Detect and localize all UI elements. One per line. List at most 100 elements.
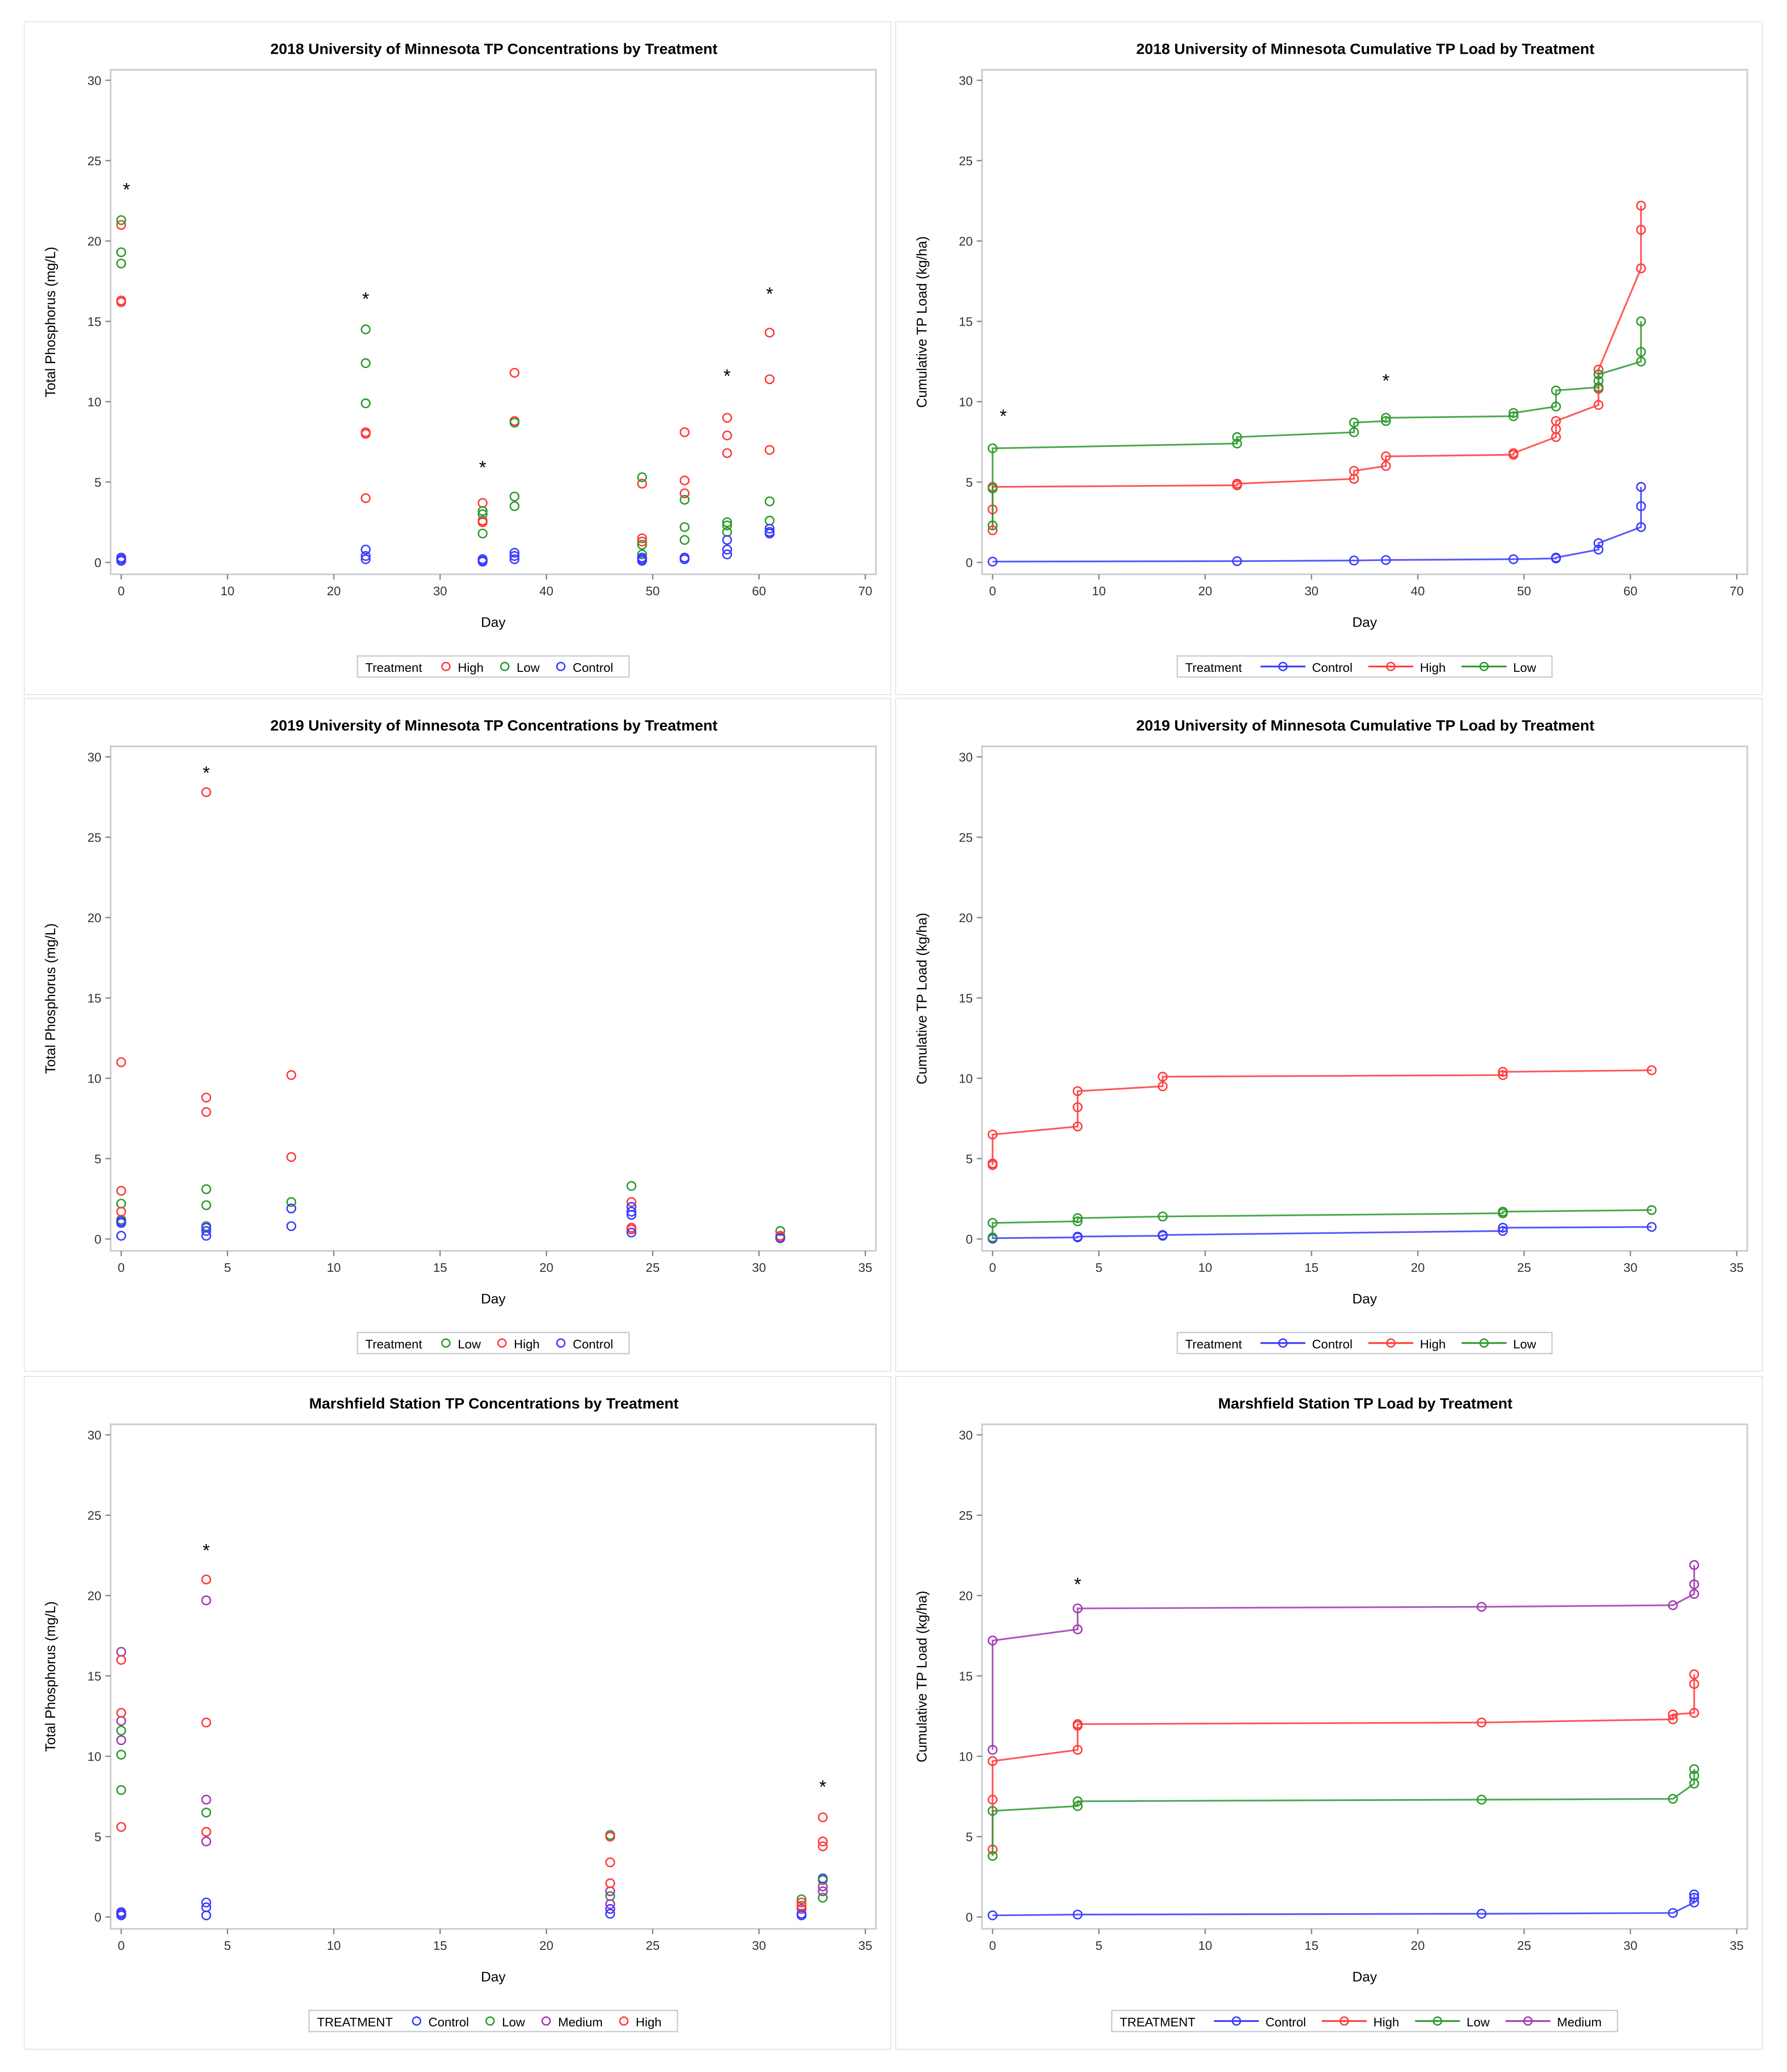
data-point-low [987, 1806, 998, 1816]
legend-marker-icon [1278, 661, 1288, 671]
data-point-high [626, 1224, 637, 1235]
data-point-medium [201, 1836, 212, 1847]
x-tick-label: 25 [646, 1938, 659, 1953]
x-axis-label: Day [481, 1970, 506, 1985]
data-point-low [722, 527, 732, 537]
y-tick-label: 15 [87, 315, 101, 329]
data-point-high [605, 1857, 615, 1868]
data-point-low [116, 258, 126, 269]
data-point-low [286, 1197, 297, 1207]
legend-marker-icon [1386, 1338, 1396, 1348]
legend-marker-icon [556, 661, 566, 671]
y-tick-label: 30 [959, 74, 973, 88]
x-tick-label: 5 [224, 1938, 231, 1953]
chart-svg: Marshfield Station TP Concentrations by … [43, 1395, 877, 2033]
series-line-control [992, 1226, 1652, 1239]
data-point-high [1689, 1669, 1700, 1679]
data-point-low [1551, 401, 1561, 412]
data-point-control [509, 551, 520, 561]
legend-label: Control [573, 1337, 613, 1351]
data-point-control [1477, 1908, 1487, 1919]
data-point-high [987, 1794, 998, 1805]
data-point-control [764, 523, 775, 534]
y-axis-label: Cumulative TP Load (kg/ha) [915, 1591, 930, 1762]
legend-item-low: Low [1461, 1337, 1536, 1351]
legend-item-low: Low [485, 2015, 525, 2029]
chart-title: 2018 University of Minnesota Cumulative … [1136, 40, 1594, 58]
legend-item-low: Low [1415, 2015, 1490, 2029]
data-point-low [1158, 1211, 1168, 1222]
data-point-low [987, 1851, 998, 1861]
data-point-low [1497, 1207, 1508, 1217]
y-tick-label: 5 [95, 475, 102, 490]
series-control [987, 482, 1646, 567]
x-tick-label: 5 [224, 1260, 231, 1275]
series-line-control [992, 487, 1642, 563]
legend-label: Control [428, 2015, 469, 2029]
x-tick-label: 10 [1198, 1260, 1212, 1275]
x-tick-label: 10 [327, 1938, 340, 1953]
data-point-high [987, 525, 998, 535]
legend-item-high: High [441, 660, 483, 675]
legend-marker-icon [1339, 2016, 1349, 2026]
y-tick-label: 0 [95, 1232, 102, 1247]
series-control [116, 523, 775, 567]
data-point-low [116, 1725, 126, 1736]
data-point-low [509, 417, 520, 428]
data-point-low [637, 540, 647, 550]
x-tick-label: 20 [540, 1938, 553, 1953]
x-axis-label: Day [1352, 1970, 1377, 1985]
legend-marker-icon [1523, 2016, 1533, 2026]
data-point-low [1477, 1794, 1487, 1805]
y-tick-label: 5 [966, 475, 973, 490]
data-point-medium [116, 1735, 126, 1745]
x-tick-label: 0 [118, 1938, 125, 1953]
data-point-low [1072, 1801, 1083, 1811]
data-point-high [796, 1900, 807, 1911]
legend-marker-icon [1386, 661, 1396, 671]
data-point-low [360, 358, 371, 368]
x-tick-label: 0 [989, 1938, 996, 1953]
legend-marker-icon [556, 1338, 566, 1348]
data-point-control [1668, 1908, 1678, 1918]
y-tick-label: 10 [87, 1072, 101, 1086]
y-tick-label: 20 [87, 234, 101, 249]
data-point-control [1072, 1909, 1083, 1920]
chart-title: 2019 University of Minnesota TP Concentr… [270, 717, 718, 734]
data-point-medium [605, 1899, 615, 1909]
legend-item-high: High [1322, 2015, 1399, 2029]
x-tick-label: 35 [858, 1260, 872, 1275]
data-point-high [637, 533, 647, 543]
chart-svg: 2018 University of Minnesota TP Concentr… [43, 40, 877, 678]
data-point-low [116, 1785, 126, 1795]
data-point-low [1646, 1205, 1657, 1215]
legend-item-control: Control [412, 2015, 469, 2029]
y-tick-label: 25 [959, 154, 973, 168]
legend-label: Medium [1557, 2015, 1602, 2029]
y-tick-label: 30 [959, 750, 973, 765]
data-point-low [637, 472, 647, 483]
y-tick-label: 0 [95, 1910, 102, 1925]
data-point-high [1232, 478, 1242, 489]
legend-marker-icon [619, 2016, 629, 2026]
y-tick-label: 30 [87, 74, 101, 88]
data-point-high [764, 328, 775, 338]
data-point-high [1072, 1745, 1083, 1755]
x-tick-label: 30 [752, 1260, 766, 1275]
data-point-low [987, 520, 998, 531]
x-tick-label: 5 [1095, 1260, 1102, 1275]
y-tick-label: 0 [966, 556, 973, 570]
data-point-high [201, 1107, 212, 1117]
data-point-control [360, 554, 371, 564]
data-point-low [116, 1199, 126, 1209]
y-tick-label: 30 [87, 750, 101, 765]
data-point-low [1551, 385, 1561, 396]
data-point-control [626, 1210, 637, 1220]
series-low [116, 215, 775, 560]
legend: Treatment Control High Low [1177, 1332, 1553, 1355]
x-axis-label: Day [1352, 615, 1377, 630]
data-point-control [987, 1910, 998, 1920]
series-control [116, 1201, 785, 1243]
data-point-control [286, 1203, 297, 1214]
data-point-control [626, 1228, 637, 1238]
